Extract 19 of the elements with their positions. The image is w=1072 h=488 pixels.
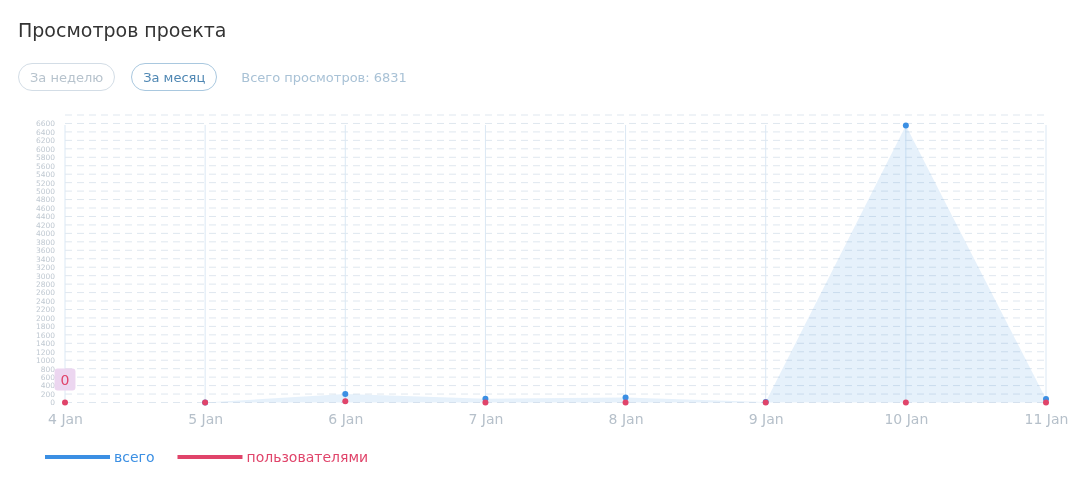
chart-subtitle: Всего просмотров: 6831 <box>241 69 407 85</box>
x-tick-label: 11 Jan <box>1024 411 1069 428</box>
text: За неделю <box>18 63 116 91</box>
x-tick-label: 7 Jan <box>468 411 504 428</box>
x-tick-label: 5 Jan <box>188 411 224 428</box>
data-label: 0 <box>60 371 70 388</box>
chart-title: Просмотров проекта <box>18 19 227 41</box>
point <box>902 122 909 129</box>
point <box>622 394 629 401</box>
x-tick-label: 9 Jan <box>748 411 784 428</box>
text: За месяц <box>131 63 218 91</box>
point <box>342 398 349 405</box>
x-tick-label: 8 Jan <box>608 411 644 428</box>
x-tick-label: 6 Jan <box>328 411 364 428</box>
x-tick-label: 4 Jan <box>48 411 83 428</box>
point <box>342 391 349 398</box>
legend-label: пользователями <box>246 449 369 465</box>
legend-label: всего <box>114 449 155 465</box>
x-tick-label: 10 Jan <box>884 411 929 428</box>
